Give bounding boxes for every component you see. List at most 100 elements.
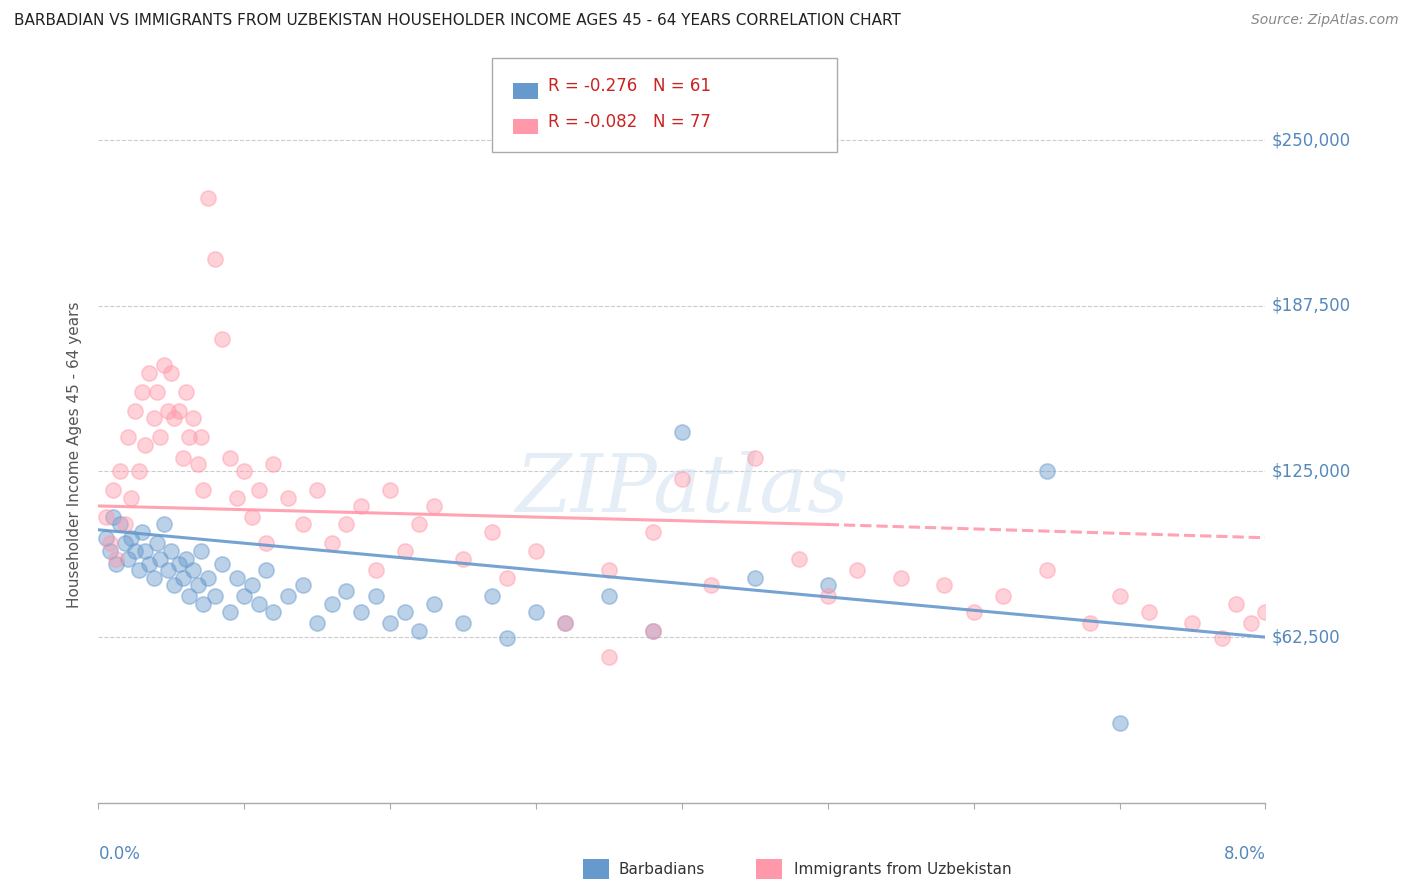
Point bbox=[1108, 589, 1130, 603]
Point bbox=[172, 570, 194, 584]
Point bbox=[187, 457, 209, 471]
Point bbox=[117, 552, 139, 566]
Point bbox=[98, 536, 121, 550]
Point bbox=[254, 563, 277, 577]
Point bbox=[172, 451, 194, 466]
Point bbox=[845, 563, 868, 577]
Point bbox=[153, 359, 176, 373]
Point bbox=[138, 558, 160, 572]
Point bbox=[378, 483, 402, 497]
Point bbox=[134, 438, 156, 452]
Text: R = -0.276   N = 61: R = -0.276 N = 61 bbox=[548, 78, 711, 95]
Point bbox=[364, 563, 387, 577]
Text: $62,500: $62,500 bbox=[1271, 628, 1340, 646]
Point bbox=[120, 531, 142, 545]
Point bbox=[218, 605, 240, 619]
Point bbox=[218, 451, 240, 466]
Point bbox=[350, 605, 373, 619]
Text: $187,500: $187,500 bbox=[1271, 297, 1350, 315]
Point bbox=[262, 457, 284, 471]
Point bbox=[163, 411, 186, 425]
Point bbox=[307, 615, 329, 630]
Point bbox=[962, 605, 984, 619]
Point bbox=[394, 544, 416, 558]
Point bbox=[481, 525, 503, 540]
Point bbox=[181, 411, 204, 425]
Point bbox=[1035, 465, 1057, 479]
Point bbox=[524, 605, 547, 619]
Point bbox=[1108, 716, 1130, 731]
Point bbox=[101, 509, 124, 524]
Point bbox=[157, 563, 180, 577]
Point bbox=[408, 624, 430, 638]
Y-axis label: Householder Income Ages 45 - 64 years: Householder Income Ages 45 - 64 years bbox=[67, 301, 83, 608]
Point bbox=[934, 578, 956, 592]
Point bbox=[321, 536, 343, 550]
Point bbox=[787, 552, 810, 566]
Point bbox=[262, 605, 284, 619]
Point bbox=[128, 563, 150, 577]
Point bbox=[335, 517, 357, 532]
Point bbox=[744, 451, 766, 466]
Point bbox=[104, 558, 127, 572]
Point bbox=[174, 384, 197, 399]
Point bbox=[131, 525, 153, 540]
Point bbox=[101, 483, 124, 497]
Text: R = -0.082   N = 77: R = -0.082 N = 77 bbox=[548, 112, 711, 131]
Text: 8.0%: 8.0% bbox=[1223, 845, 1265, 863]
Point bbox=[524, 544, 547, 558]
Point bbox=[423, 499, 446, 513]
Point bbox=[146, 384, 169, 399]
Point bbox=[321, 597, 343, 611]
Point bbox=[114, 536, 136, 550]
Point bbox=[190, 430, 212, 444]
Point bbox=[1080, 615, 1102, 630]
Point bbox=[817, 578, 839, 592]
Point bbox=[350, 499, 373, 513]
Point bbox=[167, 403, 190, 417]
Point bbox=[160, 367, 183, 381]
Point bbox=[149, 552, 172, 566]
Point bbox=[174, 552, 197, 566]
Point bbox=[114, 517, 136, 532]
Point bbox=[120, 491, 142, 505]
Point bbox=[240, 578, 263, 592]
Point bbox=[98, 544, 121, 558]
Point bbox=[181, 563, 204, 577]
Point bbox=[104, 552, 127, 566]
Point bbox=[193, 597, 215, 611]
Point bbox=[378, 615, 402, 630]
Text: ZIPatlas: ZIPatlas bbox=[515, 451, 849, 528]
Point bbox=[495, 632, 517, 646]
Point bbox=[451, 615, 474, 630]
Point bbox=[187, 578, 209, 592]
Text: 0.0%: 0.0% bbox=[98, 845, 141, 863]
Point bbox=[423, 597, 446, 611]
Point bbox=[700, 578, 723, 592]
Point bbox=[598, 589, 620, 603]
Point bbox=[554, 615, 576, 630]
Point bbox=[94, 509, 117, 524]
Point bbox=[204, 252, 226, 267]
Point bbox=[307, 483, 329, 497]
Point bbox=[146, 536, 169, 550]
Point bbox=[451, 552, 474, 566]
Point bbox=[394, 605, 416, 619]
Point bbox=[117, 430, 139, 444]
Point bbox=[157, 403, 180, 417]
Point bbox=[226, 570, 249, 584]
Point bbox=[211, 332, 233, 346]
Point bbox=[598, 563, 620, 577]
Point bbox=[226, 491, 249, 505]
Point bbox=[481, 589, 503, 603]
Point bbox=[641, 624, 664, 638]
Point bbox=[197, 570, 219, 584]
Point bbox=[142, 411, 165, 425]
Point bbox=[641, 624, 664, 638]
Point bbox=[408, 517, 430, 532]
Point bbox=[138, 367, 160, 381]
Point bbox=[110, 517, 132, 532]
Point bbox=[204, 589, 226, 603]
Point bbox=[177, 430, 200, 444]
Text: Barbadians: Barbadians bbox=[619, 863, 704, 877]
